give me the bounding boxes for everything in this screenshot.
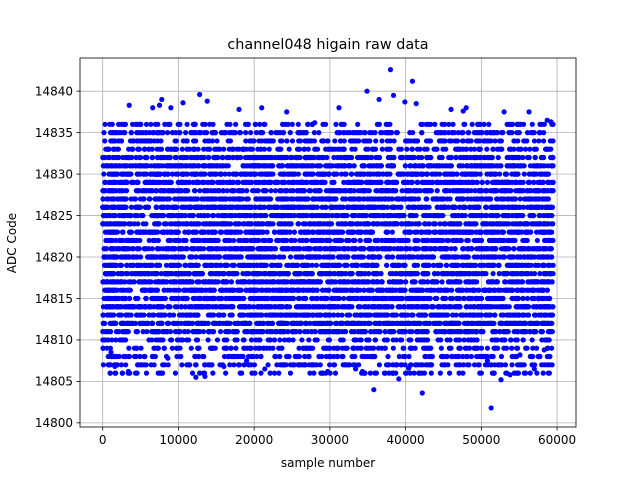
data-point (437, 171, 443, 177)
data-point (140, 212, 146, 219)
data-point (484, 179, 491, 185)
data-point (387, 271, 393, 277)
data-point (437, 320, 443, 326)
data-point (444, 237, 450, 244)
data-point (173, 287, 180, 293)
data-point (549, 320, 555, 326)
data-point (532, 271, 538, 277)
data-point (225, 163, 231, 169)
data-point (474, 254, 480, 260)
data-point (313, 262, 319, 268)
data-point (520, 179, 526, 185)
data-point (113, 237, 119, 244)
data-point (237, 229, 244, 235)
data-point (532, 154, 538, 161)
data-point (253, 179, 260, 185)
data-point (272, 188, 279, 194)
data-point (356, 304, 362, 310)
data-points (100, 67, 556, 411)
data-point (225, 271, 231, 277)
data-point (339, 312, 345, 318)
data-point (231, 237, 237, 244)
data-point (439, 279, 445, 285)
data-point (190, 295, 196, 302)
data-point (338, 171, 345, 177)
data-point (437, 221, 443, 227)
data-point (185, 329, 191, 335)
data-point (344, 179, 350, 185)
data-point (268, 188, 274, 194)
data-point (341, 304, 347, 310)
data-point (197, 188, 203, 194)
data-point (124, 188, 130, 194)
data-point (217, 329, 224, 335)
data-point (357, 237, 363, 244)
data-point (101, 171, 107, 177)
data-point (287, 254, 294, 260)
